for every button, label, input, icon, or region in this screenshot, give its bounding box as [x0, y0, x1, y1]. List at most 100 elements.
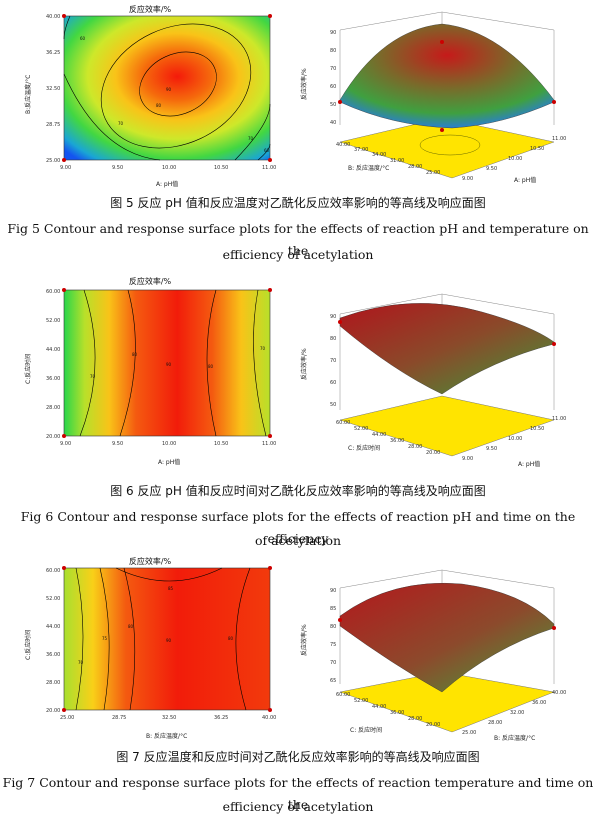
surface-svg: 90 80 70 60 50 反应效率/% 60.00 52.00 44.00 …	[300, 293, 566, 468]
y-axis-label: B:反应温度/°C	[24, 75, 32, 114]
design-point	[552, 626, 556, 630]
y-tick-label: 52.00	[46, 596, 60, 602]
x-axis-ticks: 9.00 9.50 10.00 10.50 11.00	[60, 441, 276, 447]
y-axis-ticks: 40.00 37.00 34.00 31.00 28.00 25.00	[336, 142, 440, 176]
y-tick-label: 52.00	[46, 318, 60, 324]
design-point	[268, 288, 272, 292]
contour-line	[235, 567, 251, 711]
design-point	[62, 708, 66, 712]
x-tick-label: 9.50	[486, 166, 497, 172]
design-point	[268, 708, 272, 712]
design-point	[62, 566, 66, 570]
y-tick-label: 44.00	[46, 347, 60, 353]
figure-caption-en-cont: efficiency of acetylation	[222, 247, 374, 262]
x-tick-label: 36.25	[214, 715, 228, 721]
contour-level-label: 80	[128, 624, 134, 629]
contour-level-label: 70	[118, 121, 124, 126]
x-tick-label: 40.00	[552, 690, 566, 696]
x-axis-label: A: pH值	[158, 458, 180, 466]
z-axis-label: 反应效率/%	[300, 68, 308, 100]
z-tick-label: 50	[330, 102, 336, 108]
z-tick-label: 80	[330, 48, 336, 54]
x-tick-label: 25.00	[462, 730, 476, 736]
x-tick-label: 11.00	[552, 136, 566, 142]
y-tick-label: 31.00	[390, 158, 404, 164]
y-axis-ticks: 60.00 52.00 44.00 36.00 28.00 20.00	[336, 420, 440, 456]
y-tick-label: 60.00	[336, 692, 350, 698]
y-axis-label: C:反应时间	[24, 354, 32, 384]
response-surface	[339, 583, 555, 693]
x-tick-label: 36.00	[532, 700, 546, 706]
contour-level-label: 70	[90, 374, 96, 379]
design-point	[440, 40, 444, 44]
contour-level-label: 70	[260, 346, 266, 351]
x-tick-label: 9.00	[60, 165, 71, 171]
contour-line	[257, 143, 271, 161]
z-tick-label: 65	[330, 678, 336, 684]
y-tick-label: 28.00	[46, 680, 60, 686]
design-point	[62, 434, 66, 438]
design-point	[62, 288, 66, 292]
y-tick-label: 20.00	[46, 434, 60, 440]
contour-line	[63, 15, 71, 40]
figure-caption-en: Fig 7 Contour and response surface plots…	[2, 775, 594, 812]
z-tick-label: 90	[330, 314, 336, 320]
y-tick-label: 44.00	[372, 704, 386, 710]
z-tick-label: 60	[330, 380, 336, 386]
base-plane	[339, 671, 555, 733]
y-axis-ticks: 25.00 28.75 32.50 36.25 40.00	[46, 14, 60, 164]
x-tick-label: 9.50	[112, 165, 123, 171]
surface-plot-fig6: 90 80 70 60 50 反应效率/% 60.00 52.00 44.00 …	[292, 290, 582, 476]
y-tick-label: 60.00	[46, 289, 60, 295]
design-point	[338, 618, 342, 622]
x-tick-label: 11.00	[552, 416, 566, 422]
y-tick-label: 36.00	[390, 438, 404, 444]
y-tick-label: 28.00	[408, 164, 422, 170]
design-point	[268, 434, 272, 438]
response-surface	[339, 23, 555, 129]
contour-title: 反应效率/%	[128, 277, 172, 286]
contour-level-label: 60	[264, 148, 270, 153]
z-axis-ticks: 90 80 70 60 50	[330, 314, 336, 408]
x-tick-label: 10.00	[162, 165, 176, 171]
design-point	[338, 320, 342, 324]
contour-svg: 70 80 80 70 90 9.00 9.50 10.00 10.50 11.…	[24, 288, 276, 466]
y-axis-label: B: 反应温度/°C	[348, 164, 389, 172]
y-tick-label: 52.00	[354, 698, 368, 704]
contour-line	[99, 567, 110, 711]
y-tick-label: 44.00	[372, 432, 386, 438]
y-axis-label: C: 反应时间	[348, 444, 380, 452]
contour-field	[63, 289, 271, 437]
contour-level-label: 80	[228, 636, 234, 641]
x-tick-label: 11.00	[262, 165, 276, 171]
contour-level-label: 80	[208, 364, 214, 369]
contour-level-label: 75	[102, 636, 108, 641]
contour-line	[75, 567, 84, 711]
x-tick-label: 9.50	[486, 446, 497, 452]
contour-line	[115, 567, 223, 582]
y-axis-label: C: 反应时间	[350, 726, 382, 734]
contour-plot-fig6: 反应效率/% 70 80 80	[20, 276, 280, 472]
x-tick-label: 32.00	[510, 710, 524, 716]
contour-line	[206, 289, 217, 437]
design-point	[268, 158, 272, 162]
y-tick-label: 36.00	[46, 652, 60, 658]
y-tick-label: 60.00	[336, 420, 350, 426]
y-tick-label: 36.25	[46, 50, 60, 56]
z-axis-ticks: 90 80 70 60 50 40	[330, 30, 336, 126]
z-tick-label: 70	[330, 358, 336, 364]
contour-line	[119, 289, 136, 437]
contour-plot-fig5: 反应效率/% 60 70 80	[20, 4, 280, 190]
x-tick-label: 28.75	[112, 715, 126, 721]
figure-caption-en-cont: efficiency of acetylation	[222, 799, 374, 814]
figure-caption-cn: 图 7 反应温度和反应时间对乙酰化反应效率影响的等高线及响应面图	[116, 750, 480, 764]
y-tick-label: 36.00	[390, 710, 404, 716]
y-tick-label: 20.00	[426, 722, 440, 728]
contour-center-label: 90	[166, 87, 172, 92]
y-tick-label: 40.00	[46, 14, 60, 20]
y-axis-ticks: 60.00 52.00 44.00 36.00 28.00 20.00	[336, 692, 440, 728]
contour-line	[79, 289, 96, 437]
x-axis-label: A: pH值	[514, 176, 536, 184]
y-axis-label: C:反应时间	[24, 630, 32, 660]
x-tick-label: 10.00	[162, 441, 176, 447]
